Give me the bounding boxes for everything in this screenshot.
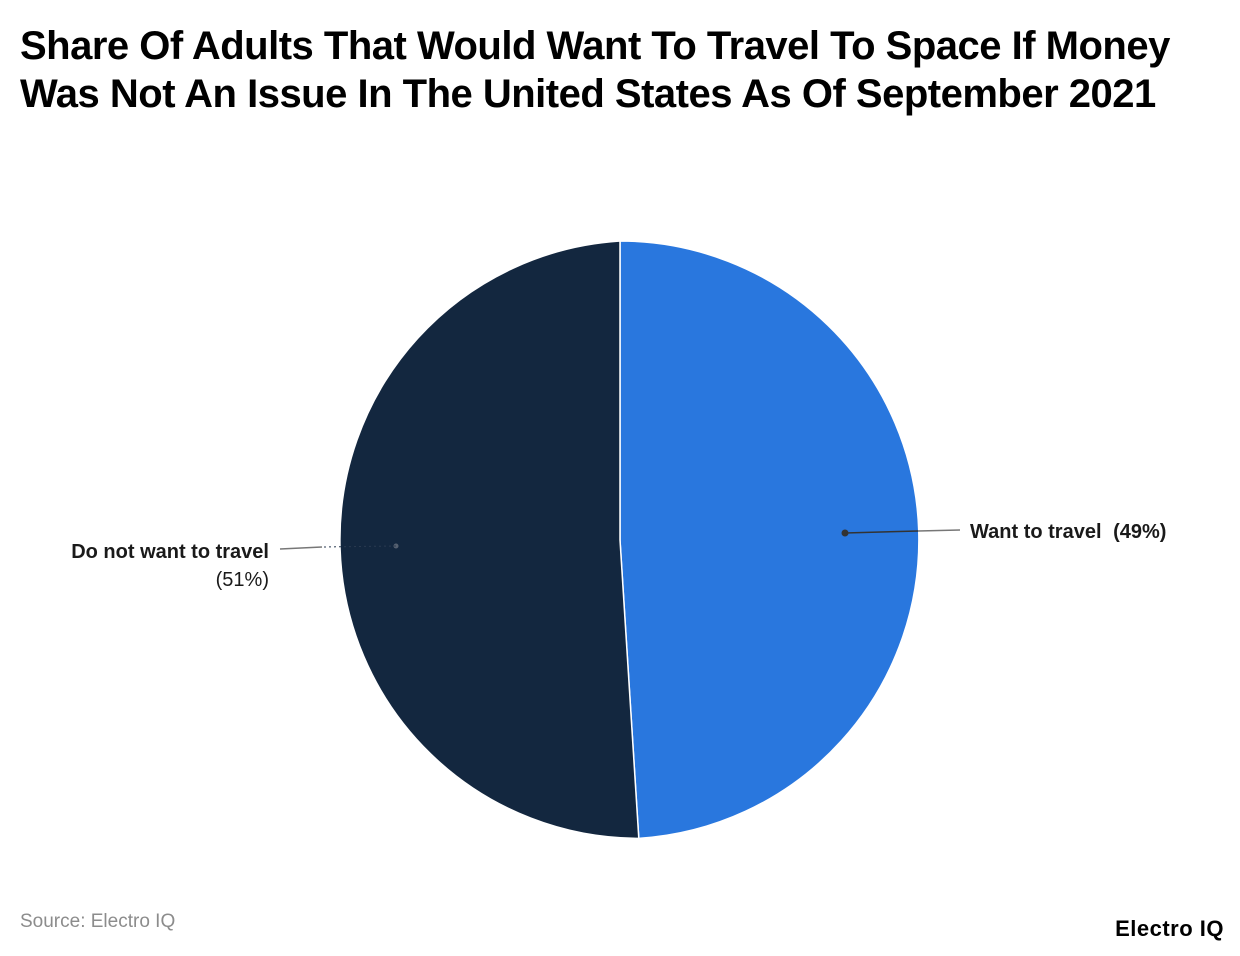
brand-logo: Electro IQ: [1115, 916, 1224, 941]
label-want: Want to travel (49%): [970, 521, 1166, 543]
slice-do-not-want-to-travel[interactable]: [339, 240, 640, 840]
source-note: Source: Electro IQ: [20, 911, 176, 932]
label-want-pct: (49%): [1113, 521, 1166, 543]
leader-line-do-not-want: [279, 543, 399, 550]
label-do-not-want-pct: (51%): [216, 569, 269, 591]
leader-line-want: [841, 529, 961, 537]
slice-want-to-travel[interactable]: [619, 240, 920, 840]
label-do-not-want-name: Do not want to travel: [71, 541, 269, 563]
label-want-name: Want to travel: [970, 521, 1102, 543]
chart-title: Share Of Adults That Would Want To Trave…: [20, 24, 1170, 116]
